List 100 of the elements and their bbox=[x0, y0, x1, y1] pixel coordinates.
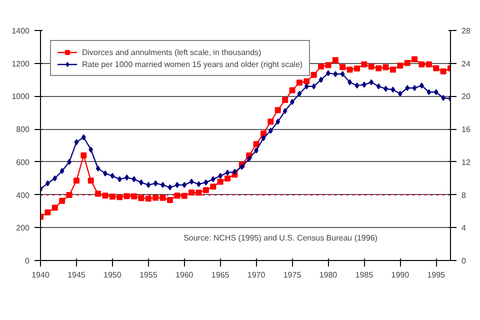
y2-tick-label: 4 bbox=[462, 224, 466, 233]
point bbox=[333, 71, 338, 78]
point bbox=[296, 80, 302, 86]
point bbox=[60, 168, 64, 174]
point bbox=[145, 196, 152, 202]
point bbox=[361, 61, 368, 68]
x-tick-label: 1985 bbox=[355, 270, 374, 280]
point bbox=[174, 192, 180, 199]
x-tick-label: 1960 bbox=[175, 270, 194, 280]
y2-tick-label: 24 bbox=[462, 59, 471, 68]
y2-tick-label: 12 bbox=[462, 158, 471, 167]
x-tick-label: 1955 bbox=[139, 270, 158, 280]
point bbox=[182, 182, 187, 188]
point bbox=[433, 65, 440, 72]
point bbox=[116, 194, 123, 200]
point bbox=[225, 170, 230, 176]
point bbox=[160, 194, 166, 201]
point bbox=[210, 176, 216, 182]
point bbox=[304, 78, 310, 84]
point bbox=[405, 85, 410, 91]
point bbox=[418, 61, 425, 68]
y-tick-label: 1200 bbox=[12, 59, 30, 68]
point bbox=[166, 197, 173, 204]
point bbox=[74, 139, 79, 146]
legend-label: Rate per 1000 married women 15 years and older (right scale) bbox=[82, 59, 303, 69]
x-tick-label: 1950 bbox=[104, 270, 122, 280]
point bbox=[52, 175, 58, 182]
point bbox=[268, 118, 274, 125]
point bbox=[282, 108, 288, 114]
x-tick-label: 1975 bbox=[283, 270, 302, 280]
point bbox=[398, 90, 402, 97]
point bbox=[318, 76, 324, 83]
point bbox=[88, 178, 94, 184]
point bbox=[426, 61, 432, 68]
point bbox=[88, 146, 94, 153]
point bbox=[80, 152, 87, 158]
y-tick-label: 600 bbox=[16, 158, 30, 167]
point bbox=[376, 83, 381, 90]
point bbox=[261, 135, 266, 142]
point bbox=[426, 89, 432, 96]
point bbox=[44, 209, 51, 216]
point bbox=[354, 65, 360, 72]
point bbox=[202, 187, 209, 194]
legend-label: Divorces and annulments (left scale, in thousands) bbox=[82, 47, 262, 57]
point bbox=[412, 56, 418, 62]
point bbox=[96, 166, 100, 172]
y-tick-label: 0 bbox=[25, 256, 30, 266]
point bbox=[246, 156, 252, 162]
point bbox=[168, 184, 172, 190]
point bbox=[52, 204, 58, 211]
point bbox=[146, 182, 151, 188]
point bbox=[204, 179, 208, 186]
point bbox=[340, 64, 346, 70]
y-tick-label: 1400 bbox=[12, 26, 30, 36]
point bbox=[81, 134, 86, 140]
point bbox=[152, 194, 159, 201]
point bbox=[253, 141, 260, 148]
point bbox=[382, 64, 389, 70]
point bbox=[282, 96, 288, 103]
point bbox=[210, 184, 216, 190]
point bbox=[376, 65, 382, 72]
x-tick-label: 1970 bbox=[247, 270, 266, 280]
point bbox=[368, 64, 374, 70]
point bbox=[138, 195, 144, 202]
x-tick-label: 1995 bbox=[427, 270, 446, 280]
point bbox=[224, 176, 231, 182]
annotation: Source: NCHS (1995) and U.S. Census Bureau (1996) bbox=[184, 234, 378, 242]
point bbox=[109, 194, 116, 200]
point bbox=[346, 66, 353, 73]
point bbox=[95, 190, 102, 197]
point bbox=[354, 82, 360, 89]
point bbox=[73, 178, 80, 184]
point bbox=[117, 176, 122, 182]
point bbox=[332, 57, 338, 64]
y-tick-label: 400 bbox=[16, 190, 30, 200]
point bbox=[297, 90, 302, 97]
point bbox=[110, 172, 115, 179]
x-tick-label: 1990 bbox=[391, 270, 410, 280]
x-tick-label: 1965 bbox=[211, 270, 230, 280]
point bbox=[369, 79, 374, 86]
point bbox=[390, 66, 396, 73]
point bbox=[440, 68, 446, 74]
point bbox=[434, 89, 438, 96]
point bbox=[274, 107, 281, 114]
point bbox=[153, 180, 158, 186]
point bbox=[412, 85, 417, 91]
point bbox=[66, 192, 72, 198]
y-tick-label: 200 bbox=[16, 224, 30, 233]
point bbox=[196, 190, 202, 196]
point bbox=[181, 192, 188, 199]
x-tick-label: 1980 bbox=[319, 270, 338, 280]
point bbox=[304, 83, 309, 90]
y2-tick-label: 20 bbox=[462, 92, 471, 102]
point bbox=[276, 118, 280, 125]
y2-tick-label: 0 bbox=[462, 256, 466, 266]
point bbox=[289, 87, 296, 94]
point bbox=[318, 63, 324, 70]
x-tick-label: 1945 bbox=[68, 270, 86, 280]
point bbox=[102, 192, 108, 199]
y2-tick-label: 16 bbox=[462, 125, 471, 134]
